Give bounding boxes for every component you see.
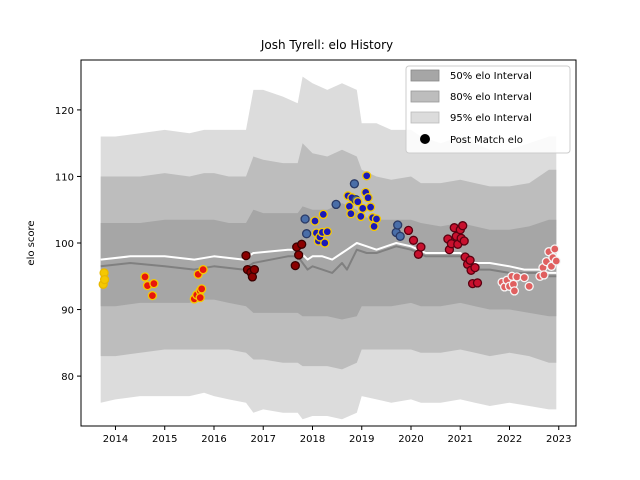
post-match-point [408,235,419,245]
post-match-point [458,221,468,231]
post-match-point [472,278,483,288]
legend-swatch-95 [410,111,440,124]
legend-label-80: 80% elo Interval [450,92,532,103]
post-match-point [363,193,373,203]
chart-title: Josh Tyrell: elo History [260,38,393,52]
post-match-point [524,281,534,291]
post-match-point [297,239,307,249]
legend-label-95: 95% elo Interval [450,113,532,124]
x-tick-label: 2023 [546,434,571,445]
post-match-point [318,209,328,220]
post-match-point [395,231,405,241]
post-match-point [346,209,356,219]
x-tick-label: 2022 [497,434,522,445]
post-match-point [310,216,320,226]
series-line-mean [100,242,557,274]
legend: 50% elo Interval 80% elo Interval 95% el… [405,65,571,154]
post-match-point [349,179,360,189]
post-match-point [465,255,475,265]
band-50-interval [100,203,557,320]
y-tick-label: 110 [55,172,74,183]
post-match-point [512,272,522,282]
post-match-point [539,270,549,280]
x-tick-label: 2016 [201,434,226,445]
legend-label-50: 50% elo Interval [450,71,532,82]
y-tick-label: 100 [55,239,74,250]
post-match-point [416,242,426,252]
post-match-point [140,272,150,282]
post-match-point [365,202,376,212]
legend-label-post-match: Post Match elo [450,135,523,146]
axes: 2014 2015 2016 2017 2018 2019 2020 2021 2022 2023… [55,106,572,445]
x-tick-label: 2019 [349,434,374,445]
x-tick-label: 2020 [398,434,423,445]
legend-marker-post-match [420,134,430,144]
post-match-point [301,229,312,239]
post-match-point [149,278,159,289]
post-match-point [344,201,355,212]
post-match-point [371,214,382,224]
x-tick-label: 2018 [300,434,325,445]
legend-swatch-80 [410,90,440,103]
post-match-point [459,236,469,246]
post-match-point [331,199,341,210]
post-match-point [509,286,520,296]
post-match-point [519,272,529,283]
post-match-point [358,203,368,214]
post-match-point [322,227,332,237]
x-tick-label: 2015 [152,434,177,445]
post-match-point [147,290,158,301]
legend-box [405,65,571,154]
y-tick-label: 90 [61,306,74,317]
post-match-point [290,260,300,271]
post-match-point [197,284,207,294]
x-tick-label: 2014 [103,434,128,445]
post-match-point [300,214,310,224]
y-tick-label: 80 [61,372,74,383]
y-axis-label: elo score [26,220,37,265]
post-match-point [551,256,561,266]
post-match-point [470,262,480,273]
post-match-point [320,238,330,248]
plot-area [98,76,561,420]
post-match-point [393,220,403,230]
post-match-point [195,292,205,303]
post-match-point [362,171,372,181]
post-match-point [294,250,304,260]
legend-swatch-50 [410,69,440,82]
y-tick-label: 120 [55,106,74,117]
post-match-point [241,250,251,261]
x-tick-label: 2021 [448,434,473,445]
x-tick-label: 2017 [251,434,276,445]
post-match-point [249,264,260,275]
post-match-point [403,225,414,236]
post-match-point [550,244,560,254]
post-match-point [198,264,208,275]
post-match-point [99,274,110,285]
post-match-point [356,211,366,222]
post-match-point [353,197,363,207]
